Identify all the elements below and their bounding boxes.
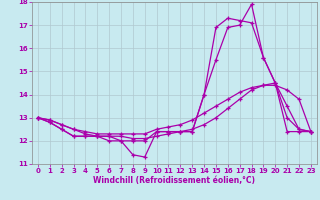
X-axis label: Windchill (Refroidissement éolien,°C): Windchill (Refroidissement éolien,°C): [93, 176, 255, 185]
